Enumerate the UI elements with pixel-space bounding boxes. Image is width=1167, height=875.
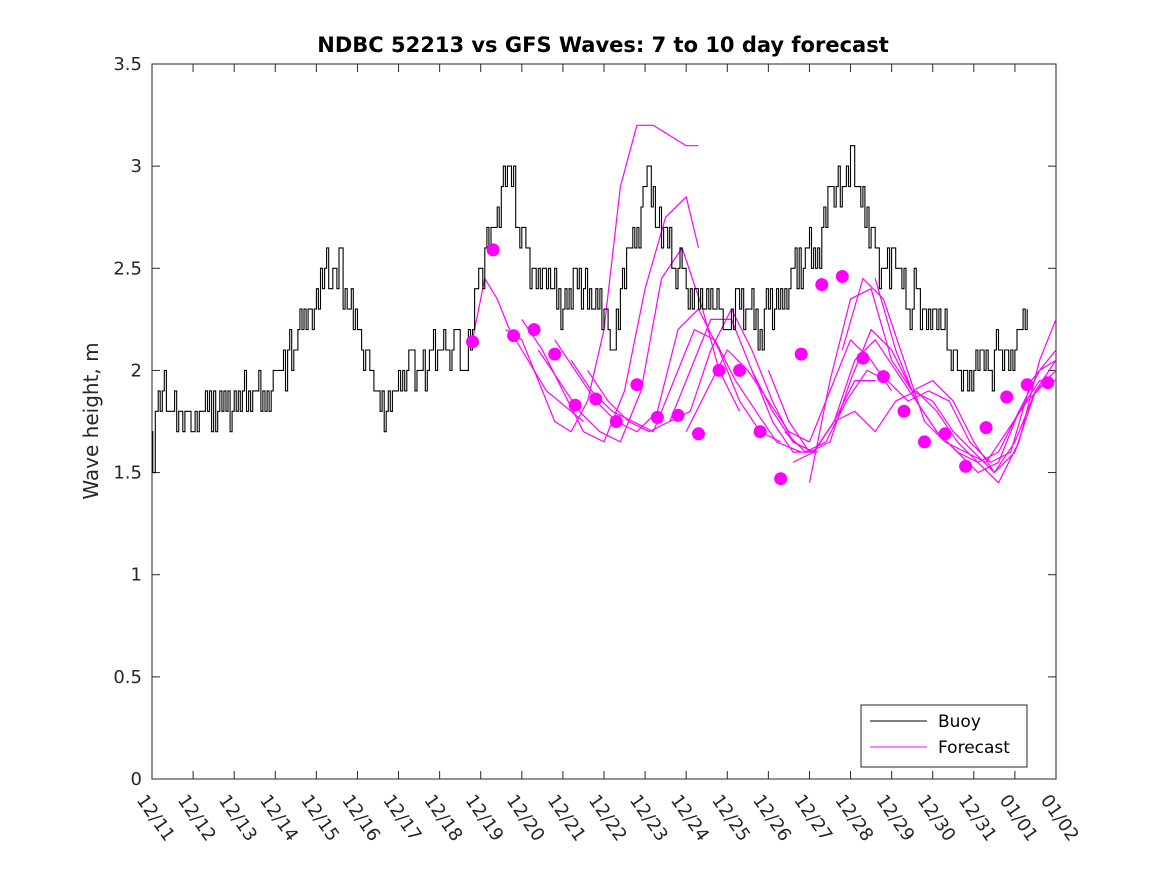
- forecast-point: [815, 278, 829, 292]
- forecast-line: [570, 329, 802, 453]
- legend-box: [860, 704, 1028, 768]
- buoy-series-group: [152, 145, 1028, 474]
- forecast-point: [938, 427, 952, 441]
- forecast-point: [650, 410, 664, 424]
- forecast-points-group: [466, 243, 1055, 486]
- forecast-point: [1000, 390, 1014, 404]
- y-tick-label: 3.5: [113, 54, 142, 75]
- forecast-point: [486, 243, 500, 257]
- forecast-line: [587, 318, 818, 453]
- forecast-line: [685, 339, 893, 443]
- y-tick-label: 1.5: [113, 463, 142, 484]
- forecast-point: [794, 347, 808, 361]
- forecast-point: [876, 370, 890, 384]
- forecast-point: [712, 363, 726, 377]
- forecast-point: [507, 329, 521, 343]
- y-tick-label: 0.5: [113, 667, 142, 688]
- forecast-point: [630, 378, 644, 392]
- forecast-series-group: [471, 124, 1057, 484]
- legend-buoy-label: Buoy: [938, 712, 981, 732]
- buoy-line: [152, 145, 1028, 474]
- forecast-point: [856, 351, 870, 365]
- legend: Buoy Forecast: [860, 704, 1028, 768]
- forecast-point: [959, 459, 973, 473]
- forecast-point: [527, 323, 541, 337]
- forecast-point: [918, 435, 931, 449]
- chart-title: NDBC 52213 vs GFS Waves: 7 to 10 day for…: [317, 33, 888, 57]
- forecast-point: [692, 427, 705, 441]
- y-tick-label: 2.5: [113, 258, 142, 279]
- forecast-line: [471, 277, 584, 422]
- forecast-point: [589, 392, 603, 406]
- forecast-line: [784, 349, 1057, 463]
- forecast-point: [753, 425, 767, 439]
- forecast-point: [609, 415, 623, 428]
- forecast-line: [751, 339, 1057, 463]
- forecast-point: [897, 404, 911, 418]
- forecast-point: [733, 363, 747, 377]
- y-axis: 0 0.5 1 1.5 2 2.5 3 3.5: [113, 54, 1056, 790]
- forecast-point: [835, 270, 849, 283]
- y-tick-label: 0: [131, 769, 142, 790]
- y-tick-label: 2: [131, 360, 142, 381]
- forecast-line: [808, 288, 1057, 483]
- y-axis-title: Wave height, m: [79, 342, 103, 499]
- forecast-point: [568, 398, 582, 412]
- forecast-point: [466, 335, 479, 349]
- y-tick-label: 3: [131, 156, 142, 177]
- forecast-point: [1020, 378, 1034, 392]
- legend-forecast-label: Forecast: [938, 738, 1010, 758]
- forecast-point: [774, 472, 788, 486]
- forecast-point: [671, 408, 685, 422]
- forecast-point: [979, 421, 993, 435]
- forecast-point: [1041, 376, 1055, 390]
- forecast-point: [548, 347, 562, 361]
- y-tick-label: 1: [131, 565, 142, 586]
